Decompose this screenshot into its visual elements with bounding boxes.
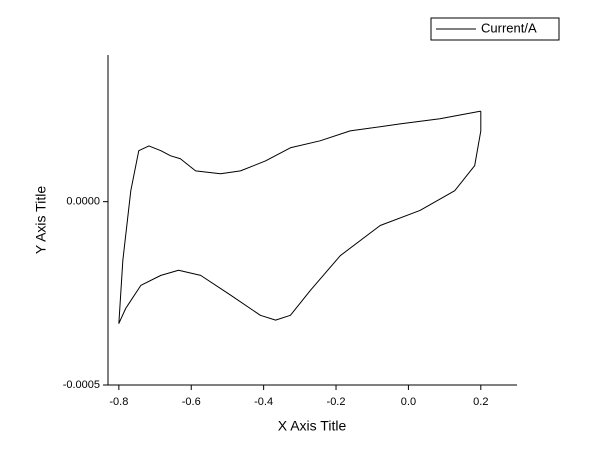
y-tick-label: -0.0005 (63, 379, 100, 391)
x-axis-title: X Axis Title (278, 418, 347, 434)
x-tick-label: -0.6 (182, 396, 201, 408)
x-tick-label: 0.2 (473, 396, 488, 408)
legend-label: Current/A (481, 20, 537, 35)
x-tick-label: -0.2 (327, 396, 346, 408)
legend-box (430, 17, 560, 41)
x-tick-label: -0.4 (254, 396, 273, 408)
data-line (118, 110, 482, 324)
x-tick-label: 0.0 (401, 396, 416, 408)
x-tick-label: -0.8 (109, 396, 128, 408)
y-tick-label: 0.0000 (66, 196, 100, 208)
y-axis-title: Y Axis Title (33, 186, 49, 254)
